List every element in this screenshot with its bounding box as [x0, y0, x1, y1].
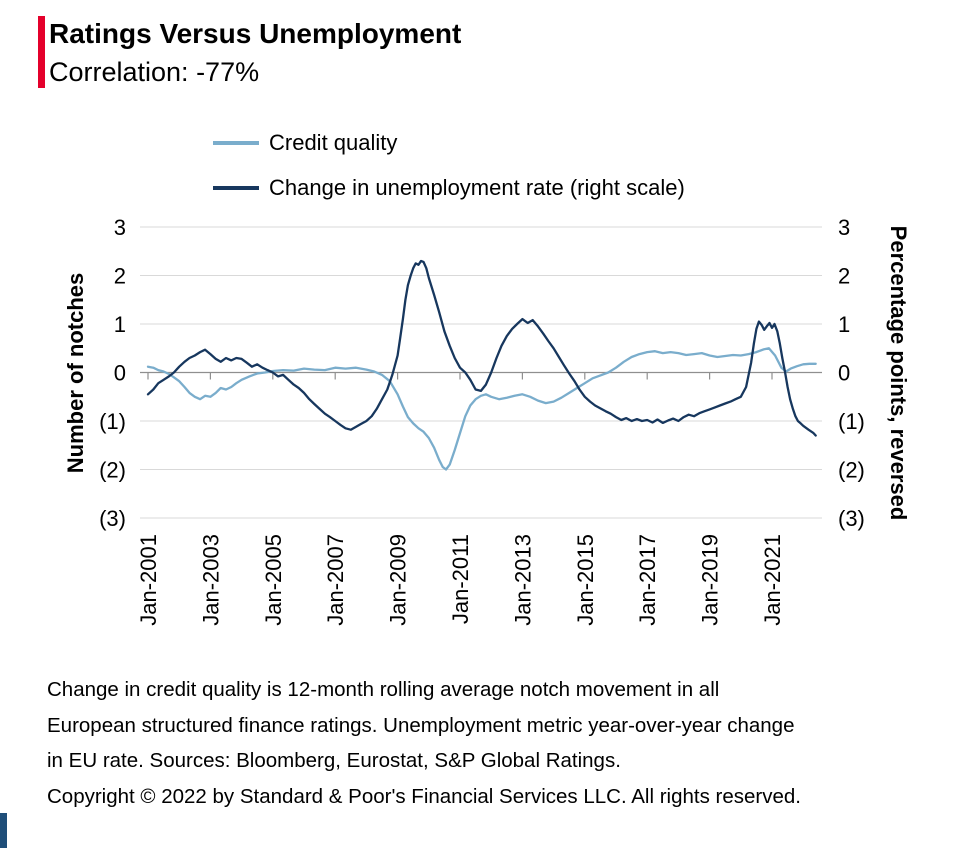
y-axis-tick-label-right: (1) [838, 409, 865, 434]
y-axis-tick-label-right: 3 [838, 215, 850, 240]
x-axis-tick-label: Jan-2013 [510, 534, 535, 626]
line-chart-plot: 3 3 2 2 1 1 0 0 (1) (1) (2) (2) (3) (3) Jan-2001 Jan-20… [99, 215, 865, 626]
x-axis-tick-label: Jan-2003 [198, 534, 223, 626]
x-axis-tick-label: Jan-2005 [261, 534, 286, 626]
legend-label-credit-quality: Credit quality [269, 129, 398, 155]
y-axis-tick-label-left: (2) [99, 458, 126, 483]
series-line-change-in-unemployment-rate-right-scale [146, 259, 817, 437]
y-axis-tick-label-right: 1 [838, 312, 850, 337]
bottom-accent-bar [0, 813, 7, 848]
y-axis-tick-label-left: 2 [114, 264, 126, 289]
y-axis-tick-label-right: (3) [838, 506, 865, 531]
y-axis-tick-label-right: 2 [838, 264, 850, 289]
y-axis-tick-label-right: (2) [838, 458, 865, 483]
x-axis-tick-label: Jan-2001 [136, 534, 161, 626]
legend-swatch-unemployment [213, 185, 259, 190]
legend-item-unemployment: Change in unemployment rate (right scale… [213, 165, 685, 210]
y-axis-tick-label-left: 0 [114, 361, 126, 386]
footnote: Change in credit quality is 12-month rol… [47, 672, 952, 814]
y-axis-tick-label-left: (3) [99, 506, 126, 531]
legend-item-credit-quality: Credit quality [213, 120, 685, 165]
y-axis-tick-label-left: 3 [114, 215, 126, 240]
y-axis-tick-label-left: 1 [114, 312, 126, 337]
footnote-line-2: European structured finance ratings. Une… [47, 713, 795, 737]
copyright-text: Copyright © 2022 by Standard & Poor's Fi… [47, 784, 801, 808]
x-axis-tick-label: Jan-2015 [573, 534, 598, 626]
x-axis-tick-label: Jan-2017 [635, 534, 660, 626]
footnote-line-3: in EU rate. Sources: Bloomberg, Eurostat… [47, 749, 621, 772]
legend-swatch-credit-quality [213, 140, 259, 145]
x-axis-tick-label: Jan-2011 [448, 534, 473, 624]
x-axis-tick-label: Jan-2009 [386, 534, 411, 626]
legend-label-unemployment: Change in unemployment rate (right scale… [269, 174, 685, 200]
series-line-credit-quality [146, 347, 817, 471]
chart-subtitle: Correlation: -77% [49, 57, 260, 87]
y-axis-tick-label-left: (1) [99, 409, 126, 434]
x-axis-tick-label: Jan-2019 [698, 534, 723, 626]
y-axis-tick-label-right: 0 [838, 361, 850, 386]
page-title: Ratings Versus Unemployment [49, 18, 462, 49]
title-accent-bar [38, 16, 45, 88]
x-axis-tick-label: Jan-2007 [323, 534, 348, 626]
footnote-line-1: Change in credit quality is 12-month rol… [47, 678, 720, 701]
x-axis-tick-label: Jan-2021 [760, 534, 785, 626]
legend: Credit quality Change in unemployment ra… [213, 120, 685, 210]
